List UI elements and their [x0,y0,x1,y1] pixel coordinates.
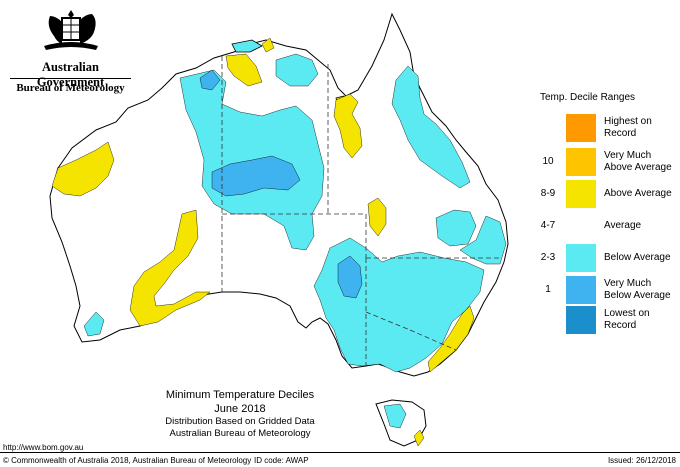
legend-item: Highest on Record [524,114,680,142]
legend-item: 4-7 Average [524,212,680,240]
region-above-topend [225,53,263,87]
legend-swatch [566,148,596,176]
legend-swatch [566,114,596,142]
region-above-tas-east [413,429,425,447]
region-below-cape-york [391,65,471,189]
region-above-nsw-coast [427,305,475,373]
region-below-qld-coast [435,209,477,247]
footer-divider [0,452,680,453]
map-method: Distribution Based on Gridded Data [165,416,315,427]
header-divider [10,78,131,79]
region-below-tas [383,403,407,429]
legend-title: Temp. Decile Ranges [540,92,636,103]
legend-swatch [566,306,596,334]
region-above-darwin-islet [261,37,275,53]
state-borders [221,56,500,366]
region-above-kimberley-west [51,141,115,197]
legend-code: 8-9 [540,188,556,199]
legend-label: Below Average [604,252,671,263]
footer-issued-date: Issued: 26/12/2018 [607,456,676,465]
region-above-gulf [333,93,363,159]
bureau-name: Bureau of Meteorology [16,82,125,94]
legend-swatch [566,276,596,304]
legend-label: Very Much Below Average [604,278,671,301]
region-above-wa-south [129,209,211,327]
region-vmbelow-central [211,155,301,197]
map-source: Australian Bureau of Meteorology [169,428,311,439]
legend-item: 8-9 Above Average [524,180,680,208]
decile-legend: Temp. Decile Ranges Highest on Record 10 … [524,92,680,342]
legend-label: Average [604,220,642,231]
region-vmbelow-sa [337,255,363,299]
region-below-topend-east [275,53,319,87]
government-logo: Australian Government Bureau of Meteorol… [8,6,133,94]
map-period: June 2018 [214,403,266,415]
legend-label: Highest on Record [604,116,652,139]
legend-item: 1 Very Much Below Average [524,276,680,304]
footer-url: http://www.bom.gov.au [3,443,84,452]
legend-item: Lowest on Record [524,306,680,334]
legend-code: 2-3 [540,252,556,263]
legend-swatch [566,180,596,208]
coat-of-arms-icon [44,10,98,50]
map-caption: Minimum Temperature Deciles June 2018 Di… [120,388,360,440]
region-below-sw [83,311,105,337]
footer-copyright: © Commonwealth of Australia 2018, Austra… [3,456,252,465]
legend-item: 2-3 Below Average [524,244,680,272]
melville-island [231,39,263,53]
legend-code: 1 [545,284,551,295]
region-vmbelow-topend [199,69,221,91]
legend-swatch [566,212,596,240]
legend-code: 4-7 [540,220,556,231]
legend-swatch [566,244,596,272]
legend-code: 10 [542,156,554,167]
region-below-qld-se [459,215,507,265]
legend-label: Lowest on Record [604,308,650,331]
legend-item: 10 Very Much Above Average [524,148,680,176]
map-title: Minimum Temperature Deciles [165,389,315,401]
footer-id-code: ID code: AWAP [254,456,309,465]
legend-label: Above Average [604,188,672,199]
legend-label: Very Much Above Average [604,150,672,173]
region-above-qld-interior [367,197,387,237]
